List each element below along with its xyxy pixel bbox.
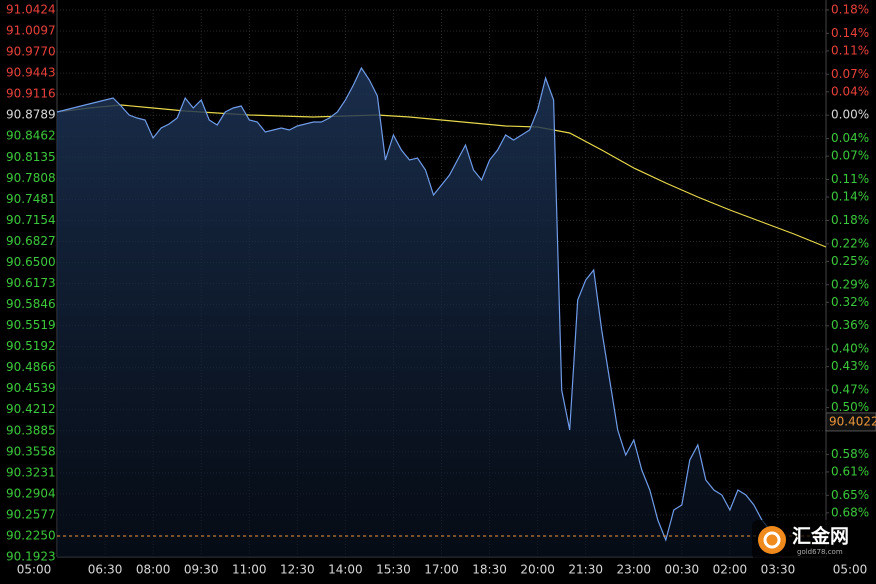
y-tick-label: 90.6827 — [6, 234, 56, 248]
y2-tick-label: 0.36% — [831, 318, 869, 332]
watermark-logo — [758, 526, 786, 554]
y-tick-label: 90.1923 — [6, 550, 56, 564]
y2-tick-label: 0.68% — [831, 505, 869, 519]
y-tick-label: 90.3885 — [6, 423, 56, 437]
y2-tick-label: 0.18% — [831, 213, 869, 227]
y2-tick-label: 0.18% — [831, 2, 869, 16]
y2-tick-label: 0.00% — [831, 108, 869, 122]
y-tick-label: 90.5192 — [6, 339, 56, 353]
y-tick-label: 90.7481 — [6, 192, 56, 206]
x-tick-label: 06:30 — [88, 563, 123, 577]
x-tick-label: 12:30 — [280, 563, 315, 577]
x-tick-label: 23:00 — [616, 563, 651, 577]
x-tick-label: 14:00 — [328, 563, 363, 577]
y-tick-label: 90.8789 — [6, 108, 56, 122]
y2-tick-label: 0.25% — [831, 254, 869, 268]
y2-tick-label: 0.04% — [831, 131, 869, 145]
plot — [56, 66, 827, 557]
y2-tick-label: 0.65% — [831, 488, 869, 502]
y2-tick-label: 0.58% — [831, 447, 869, 461]
y-tick-label: 90.3231 — [6, 465, 56, 479]
y-tick-label: 91.0097 — [6, 24, 56, 38]
watermark-url: gold678.com — [797, 548, 843, 556]
price-area — [57, 68, 778, 557]
x-tick-label: 05:00 — [833, 563, 868, 577]
x-tick-label: 21:30 — [568, 563, 603, 577]
y2-tick-label: 0.04% — [831, 84, 869, 98]
y-tick-label: 90.2250 — [6, 528, 56, 542]
y2-tick-label: 0.22% — [831, 236, 869, 250]
y-tick-label: 90.5846 — [6, 297, 56, 311]
axis-labels: 91.0424 91.0097 90.9770 90.9443 90.9116 90.87… — [6, 2, 876, 577]
watermark-name: 汇金网 — [792, 525, 849, 548]
x-tick-label: 11:00 — [232, 563, 267, 577]
watermark-logo-inner — [763, 531, 781, 549]
current-price-box — [825, 412, 876, 432]
current-price-label: 90.4022 — [829, 414, 876, 428]
y-tick-label: 90.9116 — [6, 87, 56, 101]
y-tick-label: 90.5519 — [6, 318, 56, 332]
y2-tick-label: 0.11% — [831, 172, 869, 186]
y-tick-label: 90.8462 — [6, 129, 56, 143]
y-tick-label: 91.0424 — [6, 3, 56, 17]
y-tick-label: 90.4539 — [6, 381, 56, 395]
y2-tick-label: 0.47% — [831, 383, 869, 397]
y-tick-label: 90.9770 — [6, 45, 56, 59]
y-tick-label: 90.6500 — [6, 255, 56, 269]
y2-tick-label: 0.40% — [831, 342, 869, 356]
y-tick-label: 90.7808 — [6, 171, 56, 185]
y-tick-label: 90.7154 — [6, 213, 56, 227]
y-tick-label: 90.9443 — [6, 66, 56, 80]
y-tick-label: 90.2577 — [6, 507, 56, 521]
y2-tick-label: 0.14% — [831, 190, 869, 204]
x-tick-label: 03:30 — [761, 563, 796, 577]
y2-tick-label: 0.29% — [831, 277, 869, 291]
y-tick-label: 90.3558 — [6, 444, 56, 458]
y2-tick-label: 0.43% — [831, 359, 869, 373]
y2-tick-label: 0.07% — [831, 67, 869, 81]
x-tick-label: 02:00 — [713, 563, 748, 577]
x-tick-label: 17:00 — [424, 563, 459, 577]
y-tick-label: 90.8135 — [6, 150, 56, 164]
y2-tick-label: 0.61% — [831, 464, 869, 478]
x-tick-label: 20:00 — [520, 563, 555, 577]
y2-tick-label: 0.50% — [831, 400, 869, 414]
y-tick-label: 90.4866 — [6, 360, 56, 374]
y-tick-label: 90.2904 — [6, 486, 56, 500]
y2-tick-label: 0.32% — [831, 295, 869, 309]
y2-tick-label: 0.14% — [831, 26, 869, 40]
x-tick-label: 15:30 — [376, 563, 411, 577]
y-tick-label: 90.4212 — [6, 402, 56, 416]
y-tick-label: 90.6173 — [6, 276, 56, 290]
x-tick-label: 05:00 — [17, 563, 52, 577]
x-tick-label: 09:30 — [184, 563, 219, 577]
y2-tick-label: 0.07% — [831, 149, 869, 163]
x-tick-label: 00:30 — [665, 563, 700, 577]
x-tick-label: 18:30 — [472, 563, 507, 577]
x-tick-label: 08:00 — [136, 563, 171, 577]
price-line — [56, 66, 779, 546]
y2-tick-label: 0.11% — [831, 43, 869, 57]
